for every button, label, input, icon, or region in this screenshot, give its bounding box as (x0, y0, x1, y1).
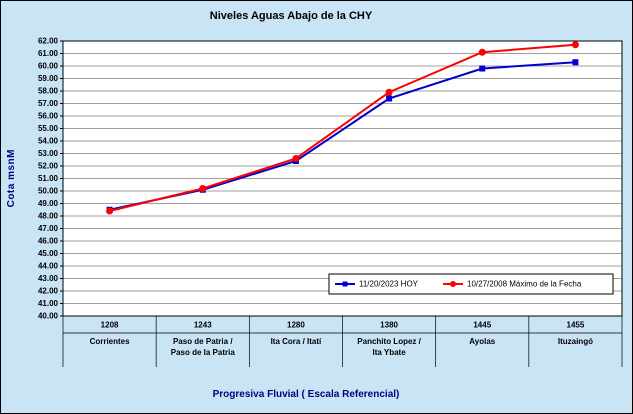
legend-label: 10/27/2008 Máximo de la Fecha (467, 280, 582, 289)
series-line-1 (109, 43, 576, 212)
x-category-name: Paso de la Patria (171, 348, 236, 357)
y-tick-label: 50.00 (38, 187, 59, 196)
data-point-marker (571, 41, 579, 49)
x-category-code: 1380 (380, 321, 398, 330)
x-category-name: Corrientes (90, 337, 131, 346)
y-tick-label: 41.00 (38, 299, 59, 308)
y-tick-label: 44.00 (38, 262, 59, 271)
y-tick-label: 60.00 (38, 62, 59, 71)
data-point-marker (292, 155, 300, 162)
y-tick-label: 58.00 (38, 87, 59, 96)
x-category-code: 1445 (473, 321, 491, 330)
x-axis-title: Progresiva Fluvial ( Escala Referencial) (212, 389, 400, 400)
chart-title: Niveles Aguas Abajo de la CHY (209, 10, 373, 22)
y-tick-label: 59.00 (38, 74, 59, 83)
y-tick-label: 48.00 (38, 212, 59, 221)
x-category-name: Ita Cora / Itatí (271, 337, 322, 346)
legend-marker (450, 281, 456, 287)
y-tick-label: 54.00 (38, 137, 59, 146)
x-category-name: Panchito Lopez / (357, 337, 421, 346)
y-tick-label: 56.00 (38, 112, 59, 121)
legend-label: 11/20/2023 HOY (359, 280, 419, 289)
y-tick-label: 52.00 (38, 162, 59, 171)
y-tick-label: 45.00 (38, 249, 59, 258)
y-tick-label: 47.00 (38, 224, 59, 233)
x-category-name: Ayolas (469, 337, 495, 346)
data-point-marker (572, 59, 579, 66)
data-point-marker (385, 88, 393, 96)
y-tick-label: 49.00 (38, 199, 59, 208)
y-tick-label: 42.00 (38, 287, 59, 296)
x-category-code: 1243 (194, 321, 212, 330)
x-category-name: Ituzaingó (558, 337, 593, 346)
y-tick-label: 57.00 (38, 99, 59, 108)
x-category-name: Ita Ybate (372, 348, 406, 357)
y-tick-label: 51.00 (38, 174, 59, 183)
y-tick-label: 43.00 (38, 274, 59, 283)
data-point-marker (479, 65, 486, 72)
legend-box (328, 273, 614, 295)
x-category-code: 1280 (287, 321, 305, 330)
y-tick-label: 55.00 (38, 124, 59, 133)
y-tick-label: 53.00 (38, 149, 59, 158)
data-point-marker (106, 207, 114, 215)
y-tick-label: 40.00 (38, 312, 59, 321)
legend-marker (342, 281, 348, 287)
x-category-code: 1208 (101, 321, 119, 330)
x-category-name: Paso de Patria / (173, 337, 233, 346)
data-point-marker (199, 185, 207, 192)
x-category-code: 1455 (567, 321, 585, 330)
y-tick-label: 46.00 (38, 237, 59, 246)
y-tick-label: 62.00 (38, 37, 59, 46)
data-point-marker (478, 48, 486, 56)
data-point-marker (386, 95, 393, 102)
y-tick-label: 61.00 (38, 49, 59, 58)
